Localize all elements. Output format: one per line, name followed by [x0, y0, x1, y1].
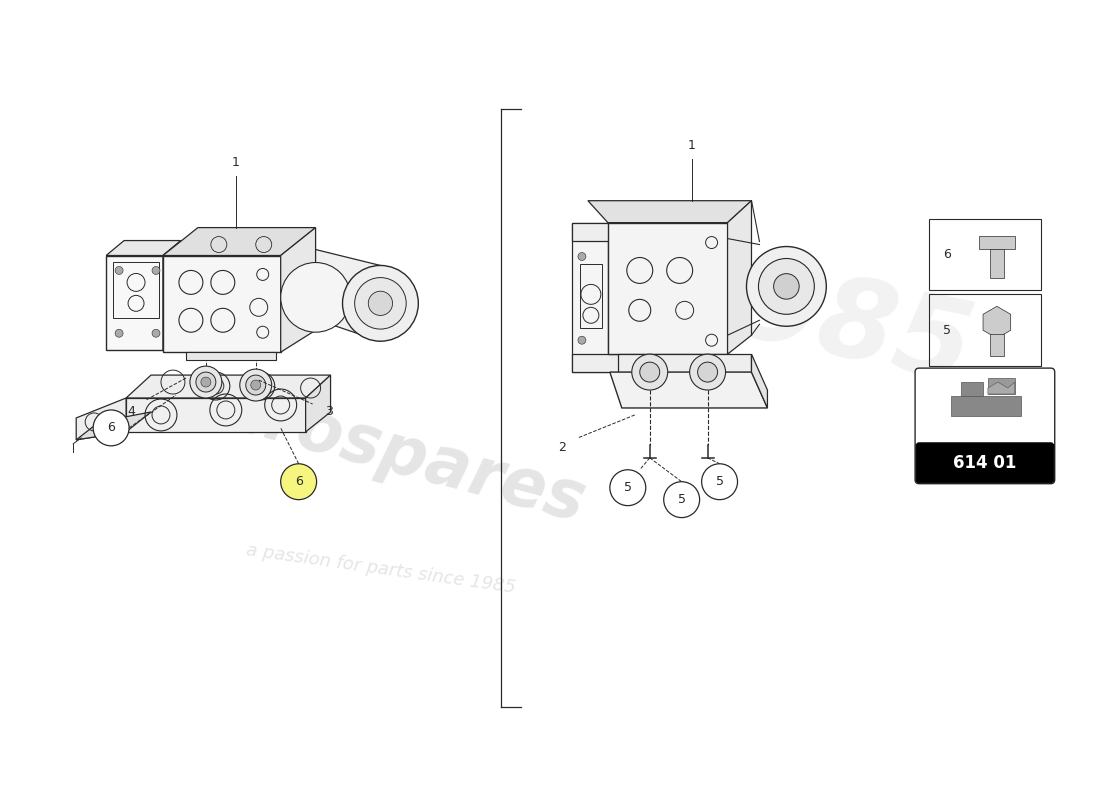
Text: eurospares: eurospares [168, 363, 593, 536]
Polygon shape [76, 412, 151, 440]
Text: 2: 2 [558, 442, 565, 454]
Circle shape [578, 336, 586, 344]
Circle shape [697, 362, 717, 382]
Circle shape [690, 354, 726, 390]
Polygon shape [608, 222, 727, 354]
Circle shape [240, 369, 272, 401]
Polygon shape [163, 255, 280, 352]
Polygon shape [618, 354, 751, 372]
Bar [990, 334, 1004, 356]
Polygon shape [126, 375, 331, 398]
Circle shape [94, 410, 129, 446]
Polygon shape [163, 228, 316, 255]
Polygon shape [609, 372, 768, 408]
Circle shape [609, 470, 646, 506]
Circle shape [280, 464, 317, 500]
Circle shape [342, 266, 418, 342]
Polygon shape [186, 352, 276, 360]
Polygon shape [106, 241, 180, 255]
Circle shape [747, 246, 826, 326]
Circle shape [196, 372, 216, 392]
Polygon shape [988, 382, 1015, 394]
Circle shape [116, 266, 123, 274]
Polygon shape [751, 354, 768, 408]
Polygon shape [163, 241, 180, 350]
Circle shape [251, 380, 261, 390]
Circle shape [245, 375, 266, 395]
Polygon shape [572, 354, 672, 372]
Bar [990, 249, 1004, 278]
Circle shape [773, 274, 800, 299]
Circle shape [354, 278, 406, 329]
Circle shape [201, 377, 211, 387]
Text: 6: 6 [943, 248, 950, 261]
Text: 6: 6 [295, 475, 302, 488]
Text: 5: 5 [678, 493, 685, 506]
Polygon shape [587, 201, 751, 222]
Polygon shape [988, 378, 1015, 394]
Polygon shape [961, 382, 983, 396]
Circle shape [152, 266, 160, 274]
Polygon shape [572, 222, 672, 241]
Circle shape [280, 262, 351, 332]
Polygon shape [106, 255, 163, 350]
FancyBboxPatch shape [915, 368, 1055, 484]
Text: 614 01: 614 01 [954, 454, 1016, 472]
Polygon shape [572, 222, 608, 372]
Bar [930, 218, 1041, 290]
Circle shape [116, 330, 123, 338]
Circle shape [631, 354, 668, 390]
Text: 4: 4 [128, 406, 135, 418]
Text: a passion for parts since 1985: a passion for parts since 1985 [244, 542, 516, 598]
Text: 5: 5 [716, 475, 724, 488]
Text: 6: 6 [107, 422, 116, 434]
Text: 1985: 1985 [657, 236, 982, 405]
Text: 3: 3 [324, 406, 332, 418]
Text: 1: 1 [688, 139, 695, 152]
Polygon shape [952, 396, 1021, 416]
Circle shape [190, 366, 222, 398]
Circle shape [759, 258, 814, 314]
Text: 5: 5 [624, 481, 631, 494]
Polygon shape [76, 398, 126, 440]
Circle shape [578, 253, 586, 261]
Circle shape [663, 482, 700, 518]
Polygon shape [727, 201, 751, 354]
Polygon shape [316, 250, 381, 342]
Polygon shape [306, 375, 331, 432]
Text: 1: 1 [232, 156, 240, 170]
Polygon shape [126, 398, 306, 432]
Circle shape [640, 362, 660, 382]
Bar [930, 294, 1041, 366]
FancyBboxPatch shape [916, 443, 1054, 482]
Circle shape [368, 291, 393, 315]
Text: 5: 5 [943, 324, 951, 337]
Polygon shape [280, 228, 316, 352]
Circle shape [152, 330, 160, 338]
Circle shape [702, 464, 737, 500]
Polygon shape [983, 306, 1011, 338]
Bar [979, 235, 1015, 249]
